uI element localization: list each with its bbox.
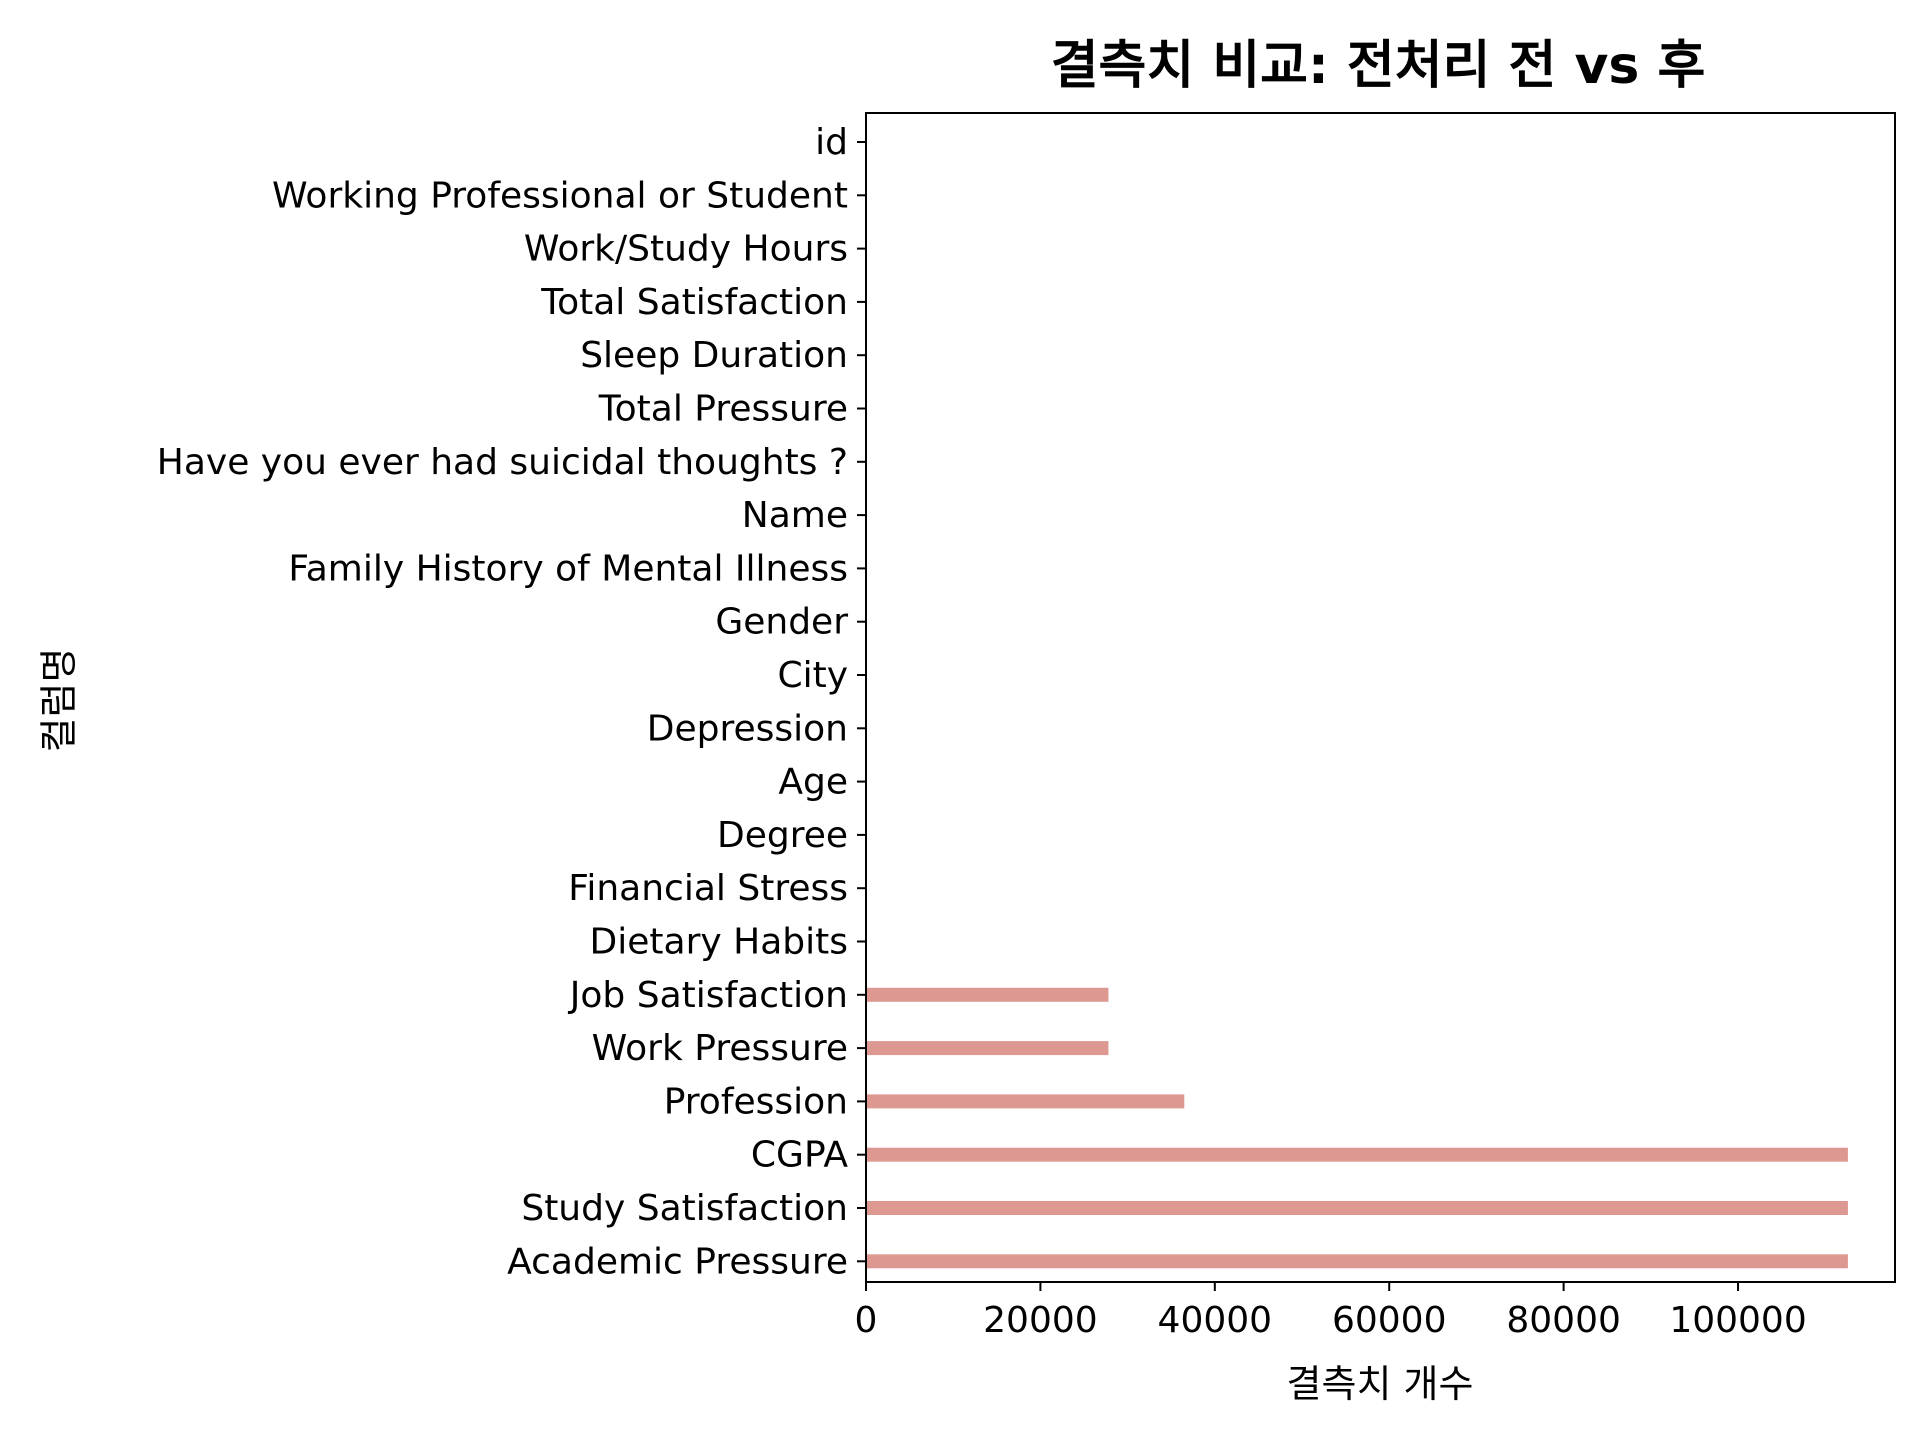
y-tick-label: CGPA xyxy=(751,1135,848,1176)
bars-layer xyxy=(866,987,1848,1269)
y-tick-label: Academic Pressure xyxy=(507,1241,848,1282)
x-tick-label: 20000 xyxy=(983,1300,1098,1341)
x-tick-label: 60000 xyxy=(1332,1300,1447,1341)
x-axis: 0 20000 40000 60000 80000 100000 xyxy=(855,1282,1807,1341)
bar xyxy=(866,987,1109,1002)
y-axis: id Working Professional or Student Work/St… xyxy=(157,122,866,1282)
bar xyxy=(866,1147,1848,1162)
y-tick-label: Study Satisfaction xyxy=(521,1188,848,1229)
y-tick-label: Dietary Habits xyxy=(590,922,848,963)
y-tick-label: id xyxy=(815,122,848,163)
y-tick-label: Family History of Mental Illness xyxy=(288,548,848,589)
y-tick-label: Total Satisfaction xyxy=(540,282,848,323)
x-tick-label: 100000 xyxy=(1669,1300,1806,1341)
y-tick-label: Sleep Duration xyxy=(580,335,848,376)
y-tick-label: Job Satisfaction xyxy=(568,975,848,1016)
y-tick-label: Working Professional or Student xyxy=(272,175,848,216)
bar xyxy=(866,1201,1848,1215)
bar xyxy=(866,1254,1848,1269)
bar xyxy=(866,1094,1185,1109)
x-tick-label: 80000 xyxy=(1506,1300,1621,1341)
bar xyxy=(866,1041,1109,1056)
x-axis-label: 결측치 개수 xyxy=(1287,1362,1474,1406)
y-tick-label: Name xyxy=(742,495,848,536)
y-tick-label: Degree xyxy=(717,815,848,856)
y-tick-label: Total Pressure xyxy=(598,389,848,430)
y-tick-label: Have you ever had suicidal thoughts ? xyxy=(157,442,848,483)
y-axis-label: 컬럼명 xyxy=(37,648,81,753)
y-tick-label: Financial Stress xyxy=(568,868,848,909)
x-tick-label: 0 xyxy=(855,1300,878,1341)
plot-frame xyxy=(865,112,1896,1283)
y-tick-label: Age xyxy=(778,762,848,803)
y-tick-label: Work/Study Hours xyxy=(524,229,848,270)
y-tick-label: Depression xyxy=(647,708,848,749)
y-tick-label: Gender xyxy=(715,602,848,643)
y-tick-label: City xyxy=(777,655,848,696)
chart-title: 결측치 비교: 전처리 전 vs 후 xyxy=(1051,36,1706,96)
y-tick-label: Work Pressure xyxy=(592,1028,848,1069)
y-tick-label: Profession xyxy=(664,1081,848,1122)
x-tick-label: 40000 xyxy=(1158,1300,1273,1341)
